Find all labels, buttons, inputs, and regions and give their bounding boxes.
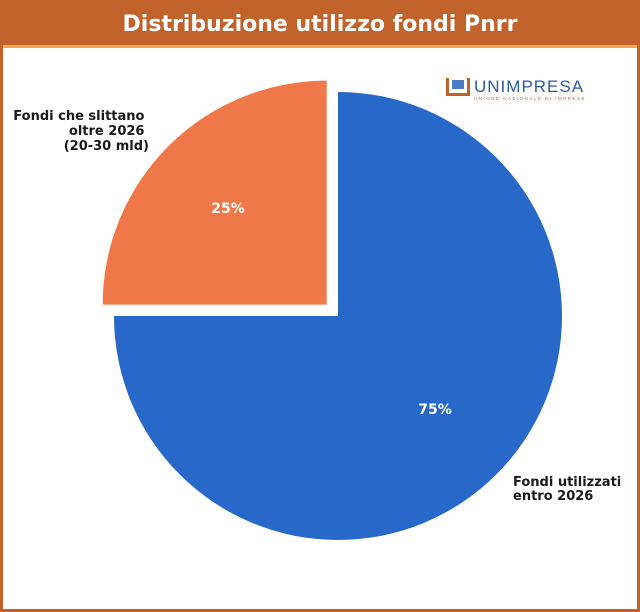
- chart-title: Distribuzione utilizzo fondi Pnrr: [122, 11, 518, 37]
- label-utilizzati-line-1: Fondi utilizzati: [513, 475, 621, 490]
- label-slittano-line-3: (20-30 mld): [64, 139, 149, 154]
- slice-label-utilizzati-percent: 75%: [418, 402, 452, 418]
- slice-fondi-utilizzati: [114, 92, 562, 540]
- slice-label-slittano-percent: 25%: [211, 201, 245, 217]
- logo-mark-icon: [446, 78, 470, 96]
- slice-fondi-slittano: [102, 80, 327, 305]
- logo-name: UNIMPRESA: [474, 77, 585, 96]
- label-utilizzati-line-2: entro 2026: [513, 489, 593, 504]
- label-fondi-slittano: Fondi che slittano oltre 2026 (20-30 mld…: [13, 109, 149, 154]
- label-slittano-line-2: oltre 2026: [69, 124, 145, 139]
- title-bar: Distribuzione utilizzo fondi Pnrr: [3, 3, 637, 48]
- logo-subtitle: UNIONE NAZIONALE DI IMPRESE: [474, 96, 587, 101]
- unimpresa-logo: UNIMPRESA UNIONE NAZIONALE DI IMPRESE: [446, 78, 586, 101]
- label-slittano-line-1: Fondi che slittano: [13, 109, 144, 124]
- label-fondi-utilizzati: Fondi utilizzati entro 2026: [513, 475, 626, 504]
